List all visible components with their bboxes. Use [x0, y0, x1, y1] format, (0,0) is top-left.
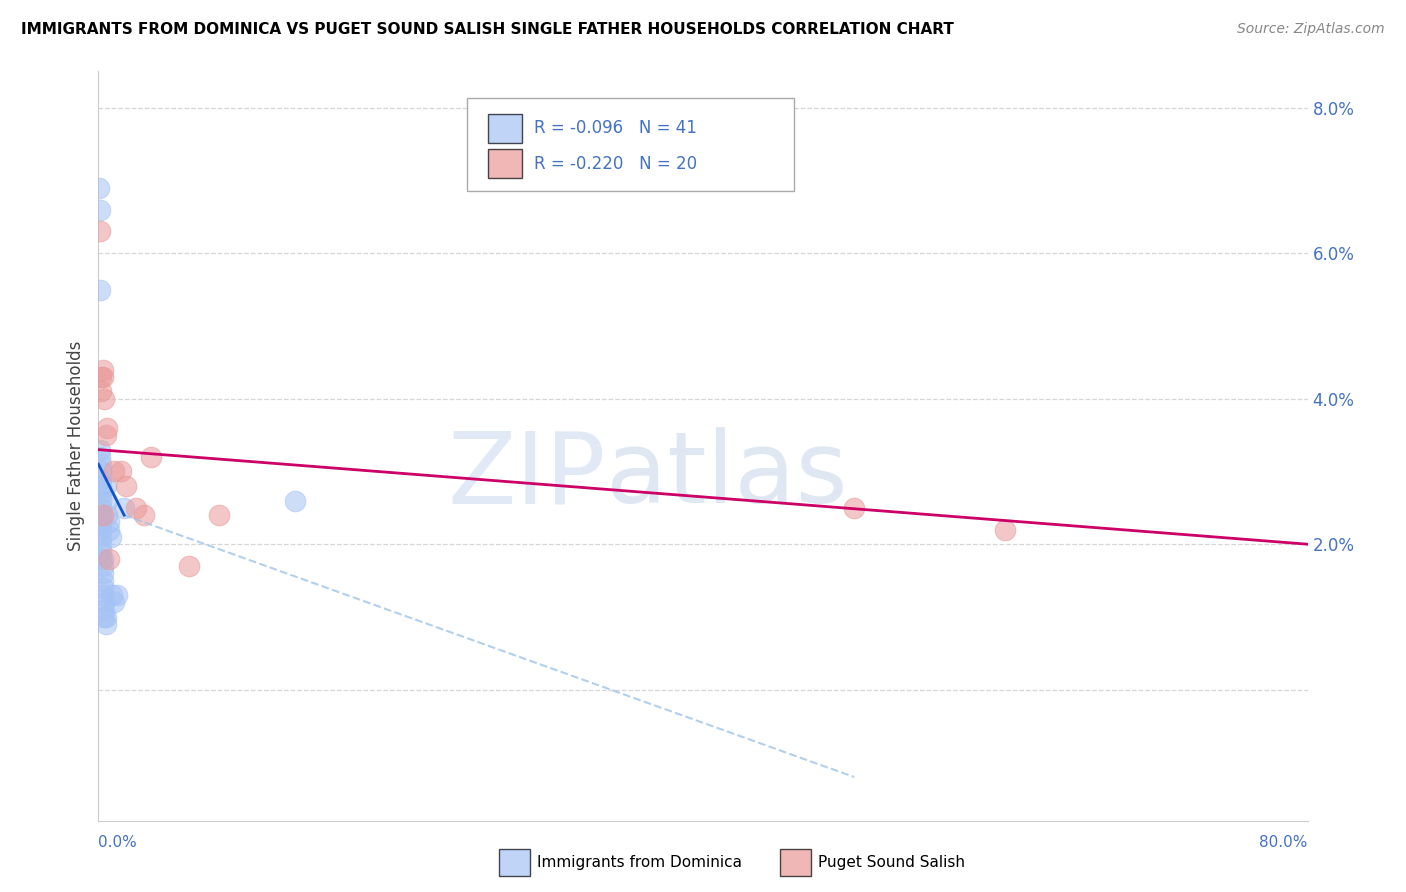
Point	[90, 508, 112, 522]
Point	[89, 202, 111, 217]
Text: ZIP: ZIP	[449, 427, 606, 524]
Point	[90, 370, 112, 384]
Point	[90, 516, 112, 530]
Point	[93, 595, 115, 609]
Text: R = -0.096   N = 41: R = -0.096 N = 41	[534, 120, 696, 137]
Point	[91, 551, 114, 566]
Point	[103, 595, 125, 609]
Text: IMMIGRANTS FROM DOMINICA VS PUGET SOUND SALISH SINGLE FATHER HOUSEHOLDS CORRELAT: IMMIGRANTS FROM DOMINICA VS PUGET SOUND …	[21, 22, 953, 37]
Point	[90, 523, 112, 537]
Point	[90, 457, 112, 471]
Point	[91, 370, 114, 384]
Point	[91, 574, 114, 588]
Text: Puget Sound Salish: Puget Sound Salish	[818, 855, 966, 870]
Point	[112, 500, 135, 515]
Point	[132, 508, 155, 522]
Point	[103, 465, 125, 479]
Point	[114, 479, 136, 493]
Point	[90, 537, 112, 551]
FancyBboxPatch shape	[488, 149, 522, 178]
Point	[110, 465, 132, 479]
Point	[94, 479, 117, 493]
Point	[89, 283, 111, 297]
Point	[98, 516, 121, 530]
Text: atlas: atlas	[606, 427, 848, 524]
Text: 80.0%: 80.0%	[1260, 835, 1308, 850]
Point	[94, 617, 117, 632]
Point	[96, 508, 118, 522]
Point	[93, 602, 115, 616]
Point	[90, 530, 112, 544]
Point	[94, 428, 117, 442]
Point	[90, 500, 112, 515]
Point	[98, 551, 121, 566]
Point	[91, 559, 114, 574]
Point	[89, 180, 111, 194]
Point	[96, 421, 118, 435]
Text: Immigrants from Dominica: Immigrants from Dominica	[537, 855, 742, 870]
Point	[89, 442, 111, 457]
Point	[90, 384, 112, 399]
Point	[93, 392, 115, 406]
Point	[125, 500, 148, 515]
Point	[90, 551, 112, 566]
Point	[89, 224, 111, 238]
Point	[91, 508, 114, 522]
Point	[91, 581, 114, 595]
Point	[141, 450, 163, 464]
Point	[284, 493, 307, 508]
Point	[91, 362, 114, 376]
Point	[96, 493, 118, 508]
Point	[90, 493, 112, 508]
Point	[90, 465, 112, 479]
Point	[100, 530, 122, 544]
Point	[844, 500, 866, 515]
Point	[90, 486, 112, 500]
Point	[94, 610, 117, 624]
Text: 0.0%: 0.0%	[98, 835, 138, 850]
Y-axis label: Single Father Households: Single Father Households	[67, 341, 86, 551]
Point	[105, 588, 128, 602]
Point	[89, 450, 111, 464]
Text: Source: ZipAtlas.com: Source: ZipAtlas.com	[1237, 22, 1385, 37]
Point	[98, 523, 121, 537]
Point	[179, 559, 201, 574]
Point	[101, 588, 124, 602]
Point	[91, 588, 114, 602]
Point	[994, 523, 1017, 537]
FancyBboxPatch shape	[467, 97, 793, 191]
Point	[208, 508, 231, 522]
Point	[90, 472, 112, 486]
Point	[93, 610, 115, 624]
Point	[90, 479, 112, 493]
Text: R = -0.220   N = 20: R = -0.220 N = 20	[534, 154, 697, 172]
FancyBboxPatch shape	[488, 114, 522, 143]
Point	[91, 566, 114, 581]
Point	[90, 544, 112, 558]
